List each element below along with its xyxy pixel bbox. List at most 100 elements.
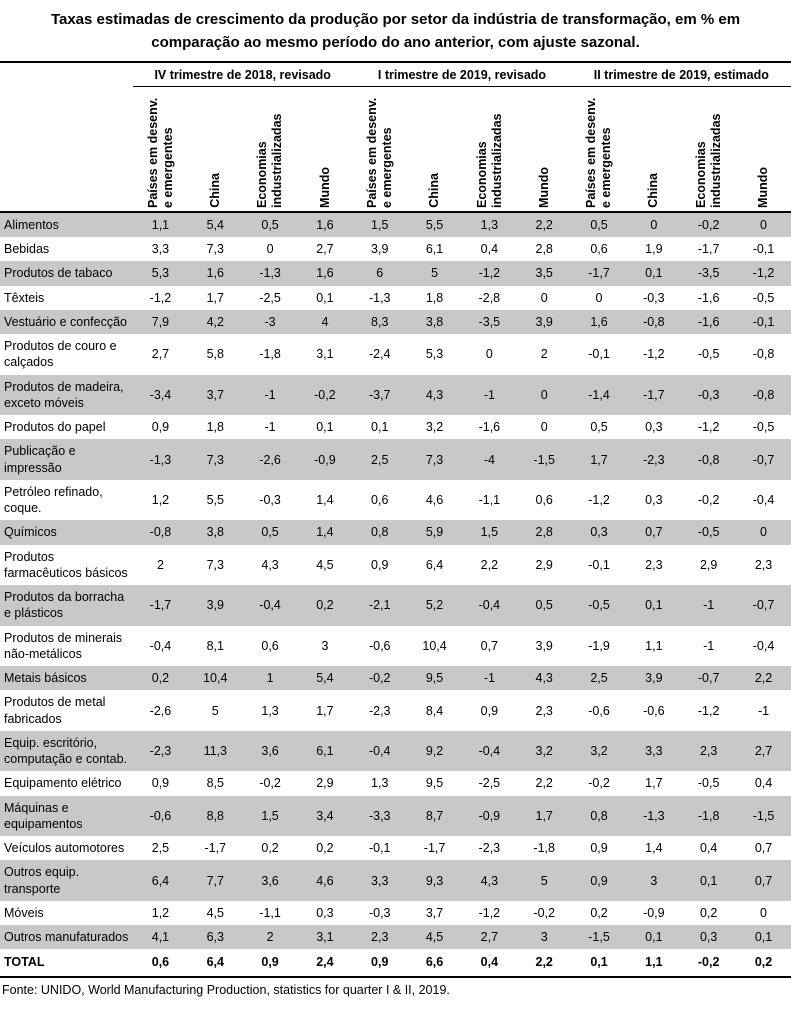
value-cell: 2,5 [590,671,608,686]
value-cell: -1,2 [149,290,172,305]
value-cell: -1,7 [423,841,446,856]
sector-row: Outros manufaturados 4,1 6,3 2 3,1 2,3 4,5 2,7 3… [0,925,791,950]
value-cell: -0,5 [752,420,775,435]
value-cell: 3,2 [425,420,444,435]
value-cell: 3,1 [316,347,334,362]
value-cell: -3,3 [368,808,391,823]
value-cell: -0,5 [697,776,720,791]
value-cell: -0,3 [259,493,281,507]
sector-name-cell: Produtos de madeira, exceto móveis [4,379,124,410]
value-cell: 5,3 [425,347,444,362]
region-header-china: China [626,86,682,213]
region-header-label: Países em desenv. e emergentes [584,97,614,208]
value-cell: 0,9 [151,776,170,791]
value-cell: 0,6 [590,242,608,257]
value-cell: 10,4 [203,671,228,686]
value-cell: 7,7 [206,873,224,888]
value-cell: 2,5 [151,841,170,856]
sector-name-cell: Têxteis [4,290,45,305]
value-cell: 0,9 [371,557,389,572]
value-cell: 3 [540,930,548,945]
value-cell: 5,4 [206,217,224,232]
value-cell: -1,3 [149,452,172,467]
value-cell: 1,6 [316,266,334,281]
value-cell: 2,8 [535,242,553,257]
value-cell: 4,3 [535,671,553,686]
value-cell: 0,1 [645,266,663,281]
region-header-label: Mundo [317,166,332,208]
value-cell: -2,3 [368,703,391,718]
value-cell: -0,4 [149,638,172,653]
value-cell: 2,3 [535,703,553,718]
value-cell: 2,3 [699,744,718,758]
value-cell: -1,7 [697,242,720,257]
value-cell: 2,2 [516,949,572,978]
value-cell: -1,6 [697,290,720,305]
value-cell: -0,7 [697,671,720,686]
value-cell: -1,8 [259,347,281,362]
source-note: Fonte: UNIDO, World Manufacturing Produc… [2,982,450,997]
region-header-label: Economias industrializadas [255,113,285,208]
value-cell: -0,2 [259,776,281,791]
region-header-industrialized: Economias industrializadas [461,86,517,213]
value-cell: 11,3 [203,744,227,758]
sector-row: Bebidas 3,3 7,3 0 2,7 3,9 6,1 0,4 2,8 0,6 1,9 -1,7 -… [0,237,791,261]
value-cell: -0,5 [697,347,720,362]
value-cell: 0,6 [371,493,389,507]
value-cell: 0,3 [645,493,663,507]
value-cell: -0,8 [752,387,775,402]
value-cell: 0,1 [371,420,389,435]
sector-row: Vestuário e confecção 7,9 4,2 -3 4 8,3 3,8 -3,5… [0,309,791,335]
value-cell: 10,4 [422,638,447,653]
value-cell: 3,3 [371,873,389,888]
value-cell: 2,7 [316,242,334,257]
value-cell: 1,3 [261,703,279,718]
region-header-label: Países em desenv. e emergentes [365,97,394,208]
value-cell: 3,6 [261,744,279,758]
value-cell: 0,4 [699,841,718,856]
value-cell: 5,8 [206,347,224,362]
value-cell: 2 [266,930,274,945]
region-header-label: Economias industrializadas [693,113,723,208]
region-header-label: Países em desenv. e emergentes [145,97,175,208]
value-cell: 8,4 [425,703,444,718]
sector-row: Equipamento elétrico 0,9 8,5 -0,2 2,9 1,3 9,5 -… [0,771,791,795]
value-cell: 1,4 [316,525,334,540]
sector-row: Máquinas e equipamentos -0,6 8,8 1,5 3,4 -3,3… [0,795,791,837]
value-cell: 0 [760,905,767,920]
value-cell: 0 [760,525,767,540]
value-cell: 4,5 [425,930,444,945]
value-cell: 8,8 [206,808,224,823]
region-header-developing: Países em desenv. e emergentes [571,86,627,213]
value-cell: 2,2 [535,776,553,791]
value-cell: 2,9 [535,557,553,572]
value-cell: 5,4 [316,671,334,686]
value-cell: -2,1 [368,598,391,613]
value-cell: 0 [760,217,767,232]
value-cell: 0,5 [261,217,279,232]
value-cell: 0,2 [261,841,279,856]
value-cell: 8,1 [206,638,224,653]
value-cell: 0 [540,420,548,435]
value-cell: 1,7 [535,808,553,823]
value-cell: -0,5 [697,525,720,540]
value-cell: -0,3 [697,387,720,402]
value-cell: 2,7 [480,930,499,945]
value-cell: 3,2 [535,744,553,758]
value-cell: 2,2 [535,217,553,232]
value-cell: -3,7 [368,387,391,402]
sector-name-cell: Metais básicos [4,671,87,686]
value-cell: 0,2 [316,598,334,613]
region-header-world: Mundo [736,86,791,213]
value-cell: -2,3 [643,452,665,467]
value-cell: 0,1 [645,930,663,945]
value-cell: 1,7 [206,290,224,305]
sector-row: Produtos da borracha e plásticos -1,7 3,9 -… [0,585,791,626]
value-cell: -1,1 [478,493,501,507]
value-cell: -2,3 [478,841,501,856]
value-cell: -0,2 [697,217,720,232]
sector-name-cell: Outros equip. transporte [4,865,80,896]
value-cell: 7,9 [151,314,170,329]
value-cell: 0,1 [699,873,718,888]
sector-name-cell: Bebidas [4,242,50,257]
